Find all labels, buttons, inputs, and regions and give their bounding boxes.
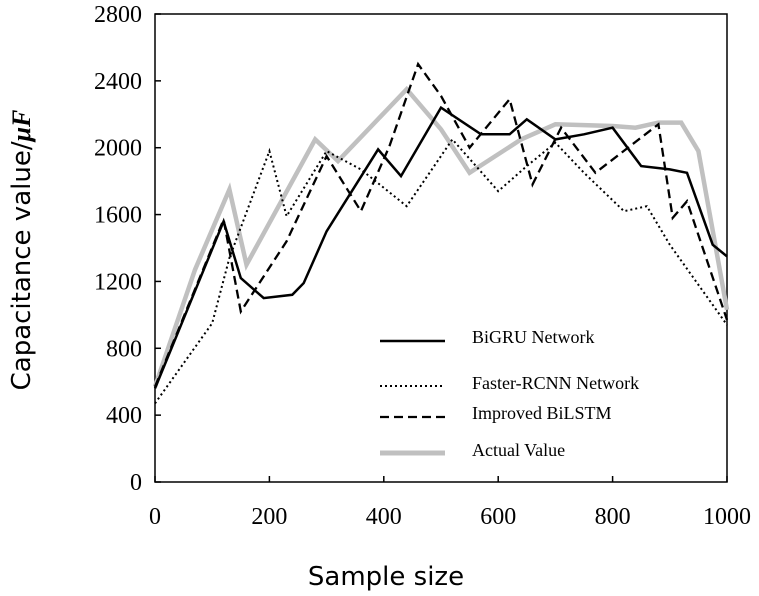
x-axis-title: Sample size [308,562,464,592]
plot-frame [154,13,728,483]
y-tick-label: 2400 [94,69,142,95]
plot-area [154,13,728,483]
legend: BiGRU Network Faster-RCNN Network Improved… [380,327,639,460]
series-line-faster-rcnn-network [154,137,728,404]
x-tick-label: 1000 [703,504,751,530]
y-tick-label: 1200 [94,269,142,295]
y-tick-label: 0 [130,470,142,496]
x-tick-label: 600 [480,504,516,530]
y-ticks: 0 400 800 1200 1600 2000 2400 2800 [94,2,161,496]
y-tick-label: 2000 [94,136,142,162]
y-tick-label: 1600 [94,203,142,229]
y-axis-title-text: Capacitance value/ [7,141,37,390]
legend-label: BiGRU Network [472,327,595,347]
legend-label: Faster-RCNN Network [472,373,639,393]
x-tick-label: 0 [149,504,161,530]
x-tick-label: 200 [251,504,287,530]
y-tick-label: 400 [106,403,142,429]
legend-label: Improved BiLSTM [472,403,612,423]
y-tick-label: 2800 [94,2,142,28]
x-ticks: 0 200 400 600 800 1000 [149,476,751,530]
legend-label: Actual Value [472,440,565,460]
y-axis-title-unit: μF [7,110,36,144]
series-line-actual-value [152,85,730,388]
series-group [152,61,730,404]
series-line-improved-bilstm [153,61,729,388]
y-tick-label: 800 [106,336,142,362]
x-tick-label: 400 [366,504,402,530]
x-tick-label: 800 [595,504,631,530]
y-axis-title: Capacitance value/μF [7,110,37,391]
